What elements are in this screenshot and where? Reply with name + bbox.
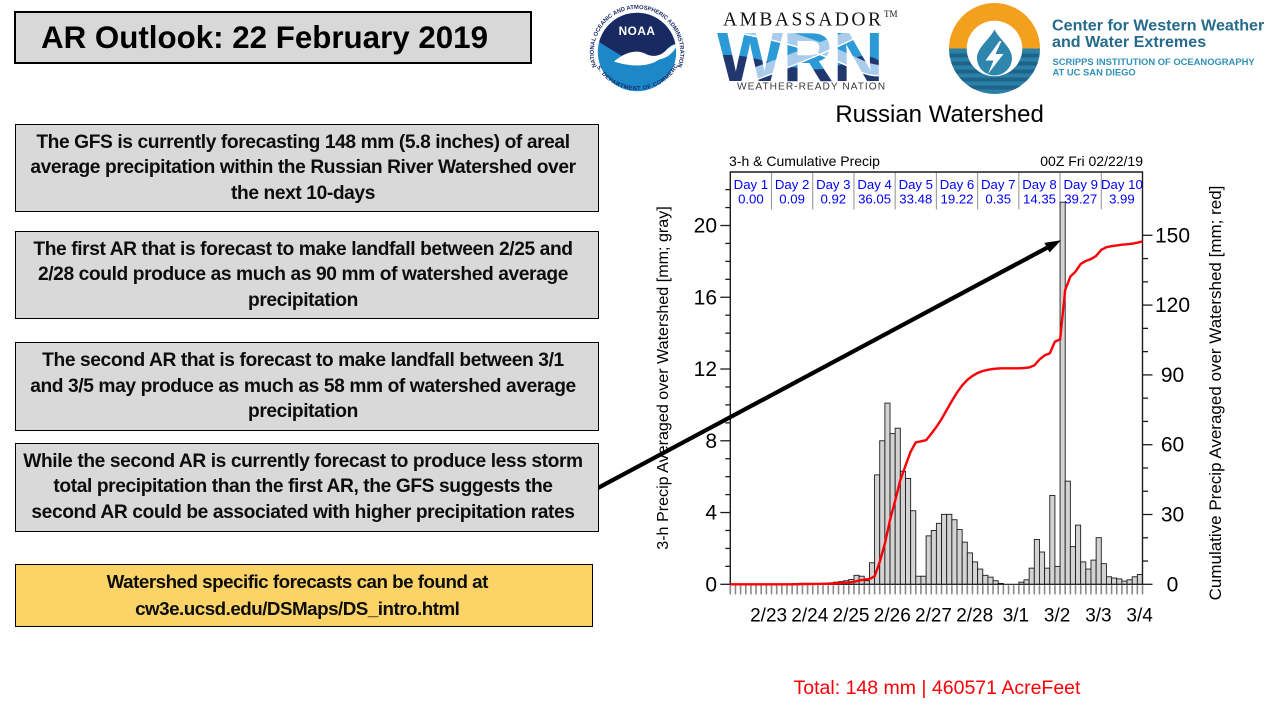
svg-text:AT UC SAN DIEGO: AT UC SAN DIEGO (1053, 66, 1136, 77)
svg-text:12: 12 (694, 358, 717, 381)
svg-text:Day 6: Day 6 (940, 177, 974, 192)
svg-text:Day 3: Day 3 (816, 177, 850, 192)
svg-text:Day 2: Day 2 (775, 177, 809, 192)
svg-text:90: 90 (1161, 364, 1184, 387)
svg-text:2/25: 2/25 (833, 606, 870, 627)
svg-text:SCRIPPS INSTITUTION OF OCEANOG: SCRIPPS INSTITUTION OF OCEANOGRAPHY (1053, 56, 1256, 67)
svg-text:60: 60 (1161, 434, 1184, 457)
svg-text:WEATHER-READY NATION: WEATHER-READY NATION (737, 82, 886, 93)
svg-text:3.99: 3.99 (1109, 192, 1135, 207)
svg-text:0.35: 0.35 (985, 192, 1011, 207)
svg-text:00Z Fri 02/22/19: 00Z Fri 02/22/19 (1040, 153, 1143, 169)
svg-text:2/27: 2/27 (915, 606, 952, 627)
svg-text:2/26: 2/26 (874, 606, 911, 627)
svg-text:2/23: 2/23 (750, 606, 787, 627)
svg-text:3/3: 3/3 (1085, 606, 1111, 627)
svg-text:0.00: 0.00 (738, 192, 764, 207)
svg-text:36.05: 36.05 (858, 192, 891, 207)
svg-text:0: 0 (1167, 573, 1179, 596)
svg-text:30: 30 (1161, 504, 1184, 527)
svg-text:0: 0 (705, 573, 717, 596)
svg-text:Total: 148 mm | 460571 AcreFee: Total: 148 mm | 460571 AcreFeet (794, 677, 1081, 699)
svg-text:Day 7: Day 7 (981, 177, 1015, 192)
svg-text:Center for Western Weather: Center for Western Weather (1052, 16, 1265, 34)
svg-text:0.92: 0.92 (820, 192, 846, 207)
svg-text:and Water Extremes: and Water Extremes (1052, 33, 1206, 51)
svg-text:3/2: 3/2 (1044, 606, 1070, 627)
svg-text:NOAA: NOAA (619, 24, 656, 38)
svg-text:2/24: 2/24 (791, 606, 828, 627)
svg-text:Cumulative Precip Averaged ove: Cumulative Precip Averaged over Watershe… (1206, 186, 1225, 601)
svg-text:3/4: 3/4 (1126, 606, 1153, 627)
svg-text:3-h Precip Averaged over Water: 3-h Precip Averaged over Watershed [mm; … (654, 206, 672, 550)
svg-text:Day 4: Day 4 (857, 177, 891, 192)
svg-text:Day 10: Day 10 (1101, 177, 1143, 192)
svg-text:3/1: 3/1 (1003, 606, 1029, 627)
svg-text:TM: TM (884, 9, 898, 19)
svg-text:4: 4 (705, 502, 717, 525)
svg-text:Day 9: Day 9 (1063, 177, 1097, 192)
svg-text:120: 120 (1155, 294, 1190, 317)
svg-text:Russian Watershed: Russian Watershed (835, 101, 1044, 128)
svg-text:2/28: 2/28 (956, 606, 993, 627)
svg-text:39.27: 39.27 (1064, 192, 1097, 207)
svg-text:20: 20 (694, 215, 717, 238)
svg-text:33.48: 33.48 (899, 192, 932, 207)
svg-text:150: 150 (1155, 224, 1190, 247)
svg-text:19.22: 19.22 (940, 192, 973, 207)
svg-text:Day 5: Day 5 (899, 177, 933, 192)
svg-text:3-h & Cumulative Precip: 3-h & Cumulative Precip (729, 153, 880, 169)
svg-text:14.35: 14.35 (1023, 192, 1056, 207)
svg-text:8: 8 (705, 430, 717, 453)
svg-text:16: 16 (694, 286, 717, 309)
svg-text:Day 1: Day 1 (734, 177, 768, 192)
svg-text:Day 8: Day 8 (1022, 177, 1056, 192)
svg-text:0.09: 0.09 (779, 192, 805, 207)
svg-text:AMBASSADOR: AMBASSADOR (723, 10, 883, 31)
